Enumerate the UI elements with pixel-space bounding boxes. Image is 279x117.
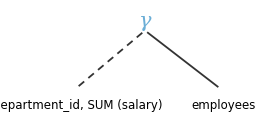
- Text: γ: γ: [139, 12, 151, 31]
- Text: employees: employees: [191, 99, 255, 112]
- Text: department_id, SUM (salary): department_id, SUM (salary): [0, 99, 163, 112]
